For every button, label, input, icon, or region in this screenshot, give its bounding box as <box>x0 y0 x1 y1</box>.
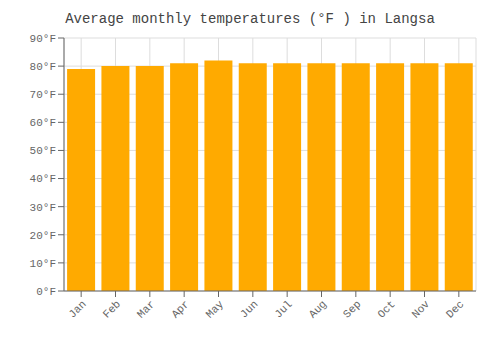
svg-text:80°F: 80°F <box>30 61 56 73</box>
svg-text:30°F: 30°F <box>30 202 56 214</box>
svg-text:90°F: 90°F <box>30 33 56 45</box>
svg-text:Sep: Sep <box>341 298 363 320</box>
svg-text:Aug: Aug <box>307 298 329 320</box>
svg-text:Apr: Apr <box>169 298 191 320</box>
svg-text:20°F: 20°F <box>30 230 56 242</box>
svg-text:May: May <box>204 298 227 321</box>
svg-text:60°F: 60°F <box>30 117 56 129</box>
svg-text:Feb: Feb <box>101 298 123 320</box>
svg-text:10°F: 10°F <box>30 258 56 270</box>
svg-text:Mar: Mar <box>135 298 157 320</box>
svg-text:70°F: 70°F <box>30 89 56 101</box>
svg-text:Jul: Jul <box>272 298 294 320</box>
svg-text:Dec: Dec <box>444 298 466 320</box>
svg-text:50°F: 50°F <box>30 145 56 157</box>
svg-text:0°F: 0°F <box>36 286 56 298</box>
svg-text:Oct: Oct <box>375 298 397 320</box>
svg-text:40°F: 40°F <box>30 173 56 185</box>
html-text:Average monthly temperatures (: Average monthly temperatures (°F ) in La… <box>65 11 435 27</box>
svg-text:Jan: Jan <box>66 298 88 320</box>
svg-text:Jun: Jun <box>238 298 260 320</box>
svg-text:Nov: Nov <box>410 298 433 321</box>
